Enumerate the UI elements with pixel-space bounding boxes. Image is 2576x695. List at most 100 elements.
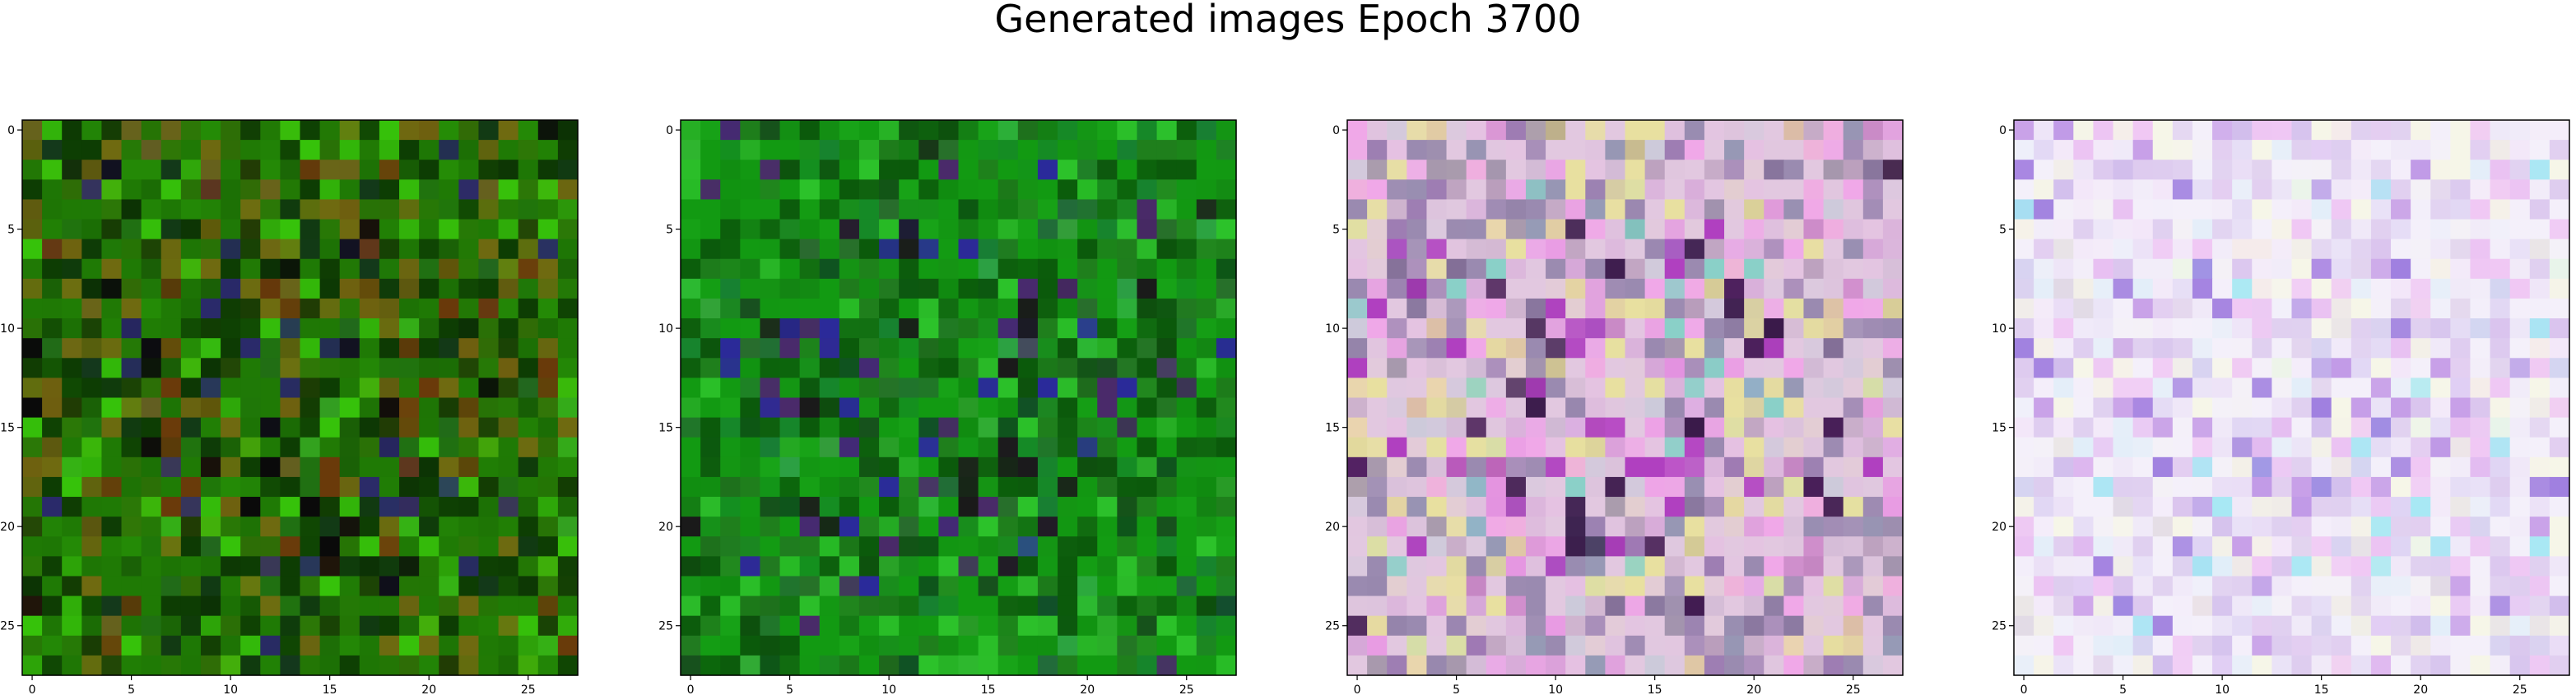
pixel: [1744, 556, 1765, 577]
pixel: [1525, 338, 1546, 359]
pixel: [2411, 258, 2431, 280]
pixel: [1347, 417, 1368, 438]
pixel: [1744, 378, 1765, 399]
pixel: [379, 140, 400, 160]
pixel: [1783, 397, 1805, 419]
pixel: [1426, 378, 1448, 399]
pixel: [1803, 595, 1825, 617]
pixel: [1605, 655, 1626, 676]
pixel: [1097, 397, 1118, 419]
y-tick-label: 5: [7, 224, 15, 237]
pixel: [221, 397, 241, 419]
pixel: [997, 556, 1019, 577]
pixel: [141, 358, 162, 378]
pixel: [101, 338, 123, 359]
pixel: [958, 378, 979, 399]
pixel: [200, 258, 221, 280]
pixel: [1823, 497, 1844, 517]
pixel: [121, 536, 142, 557]
pixel: [1387, 556, 1407, 577]
pixel: [760, 556, 781, 577]
pixel: [899, 615, 919, 637]
pixel: [2331, 358, 2352, 378]
pixel: [1137, 655, 1158, 676]
pixel: [1176, 417, 1197, 438]
pixel: [1156, 239, 1178, 260]
pixel: [121, 378, 142, 399]
pixel: [819, 517, 840, 537]
pixel: [1704, 378, 1725, 399]
pixel: [2132, 437, 2154, 458]
pixel: [2549, 437, 2570, 458]
pixel: [1058, 576, 1078, 597]
pixel: [1156, 615, 1178, 637]
pixel: [1605, 160, 1626, 180]
pixel: [839, 497, 860, 517]
pixel: [2014, 417, 2034, 438]
pixel: [2172, 595, 2193, 617]
pixel: [2014, 298, 2034, 319]
pixel: [2053, 199, 2074, 220]
pixel: [997, 179, 1019, 201]
pixel: [478, 278, 500, 299]
pixel: [280, 219, 301, 240]
pixel: [379, 437, 400, 458]
pixel: [1704, 576, 1725, 597]
pixel: [1196, 517, 1217, 537]
pixel: [1426, 595, 1448, 617]
pixel: [2450, 497, 2471, 517]
pixel: [359, 120, 380, 141]
pixel: [62, 239, 82, 260]
pixel: [537, 378, 559, 399]
pixel: [180, 517, 202, 537]
pixel: [1625, 576, 1646, 597]
pixel: [1077, 517, 1098, 537]
pixel: [1156, 258, 1178, 280]
pixel: [1724, 239, 1745, 260]
pixel: [1823, 536, 1844, 557]
pixel: [779, 278, 801, 299]
pixel: [518, 576, 539, 597]
pixel: [1347, 576, 1368, 597]
pixel: [899, 239, 919, 260]
pixel: [2331, 199, 2352, 220]
pixel: [1037, 635, 1058, 656]
pixel: [2430, 239, 2451, 260]
y-tick-label: 10: [1992, 322, 2006, 336]
pixel: [1546, 219, 1566, 240]
pixel: [2034, 199, 2054, 220]
pixel: [1156, 318, 1178, 339]
x-tick-label: 20: [421, 683, 436, 695]
pixel: [839, 140, 860, 160]
pixel: [2093, 576, 2114, 597]
pixel: [2271, 576, 2293, 597]
pixel: [1367, 338, 1388, 359]
pixel: [359, 437, 380, 458]
pixel: [779, 239, 801, 260]
pixel: [1486, 358, 1507, 378]
pixel: [2192, 397, 2213, 419]
pixel: [1605, 417, 1626, 438]
pixel: [2411, 556, 2431, 577]
pixel: [1176, 278, 1197, 299]
pixel: [997, 358, 1019, 378]
pixel: [1117, 397, 1138, 419]
pixel: [740, 140, 761, 160]
pixel: [1664, 298, 1686, 319]
pixel: [2529, 378, 2550, 399]
pixel: [1565, 219, 1586, 240]
pixel: [2192, 456, 2213, 478]
pixel: [879, 239, 900, 260]
pixel: [537, 476, 559, 498]
pixel: [537, 258, 559, 280]
pixel: [1058, 179, 1078, 201]
pixel: [1783, 160, 1805, 180]
pixel: [62, 437, 82, 458]
pixel: [1724, 219, 1745, 240]
pixel: [200, 517, 221, 537]
pixel: [1605, 378, 1626, 399]
pixel: [419, 397, 439, 419]
pixel: [2311, 417, 2332, 438]
pixel: [1505, 258, 1527, 280]
pixel: [1137, 219, 1158, 240]
